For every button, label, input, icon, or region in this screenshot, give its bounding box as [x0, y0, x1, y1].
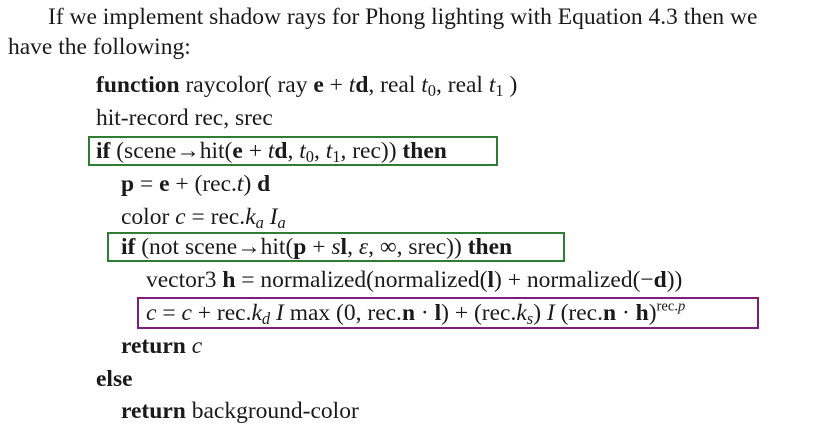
code-ambient-color: color c = rec.ka Ia	[121, 204, 286, 233]
keyword-if: if	[96, 138, 111, 164]
highlight-box-scene-hit	[88, 136, 498, 166]
code-half-vector: vector3 h = normalized(normalized(l) + n…	[146, 267, 683, 293]
keyword-then: then	[467, 234, 513, 260]
keyword-then: then	[402, 138, 447, 164]
keyword-else: else	[96, 366, 133, 392]
code-phong-shading: c = c + rec.kd I max (0, rec.n · l) + (r…	[146, 298, 686, 329]
intro-line-2: have the following:	[8, 34, 191, 60]
code-return-color: return c	[121, 333, 203, 359]
keyword-if: if	[121, 234, 136, 260]
function-name: raycolor	[185, 72, 264, 98]
highlight-box-shadow-test	[107, 232, 565, 262]
code-return-background: return background-color	[121, 397, 359, 425]
highlight-box-shading	[137, 297, 759, 329]
keyword-return: return	[121, 398, 186, 424]
code-function-signature: function raycolor( ray e + td, real t0, …	[96, 72, 518, 101]
code-hit-record: hit-record rec, srec	[96, 105, 273, 131]
intro-line-1: If we implement shadow rays for Phong li…	[48, 4, 758, 30]
keyword-function: function	[96, 72, 180, 98]
code-hit-point: p = e + (rec.t) d	[121, 171, 271, 197]
code-else: else	[96, 365, 133, 393]
code-if-scene-hit: if (scene→hit(e + td, t0, t1, rec)) then	[96, 138, 447, 167]
keyword-return: return	[121, 333, 186, 359]
code-if-shadow-test: if (not scene→hit(p + sl, ε, ∞, srec)) t…	[121, 234, 513, 260]
background-color-text: background-color	[191, 398, 359, 424]
